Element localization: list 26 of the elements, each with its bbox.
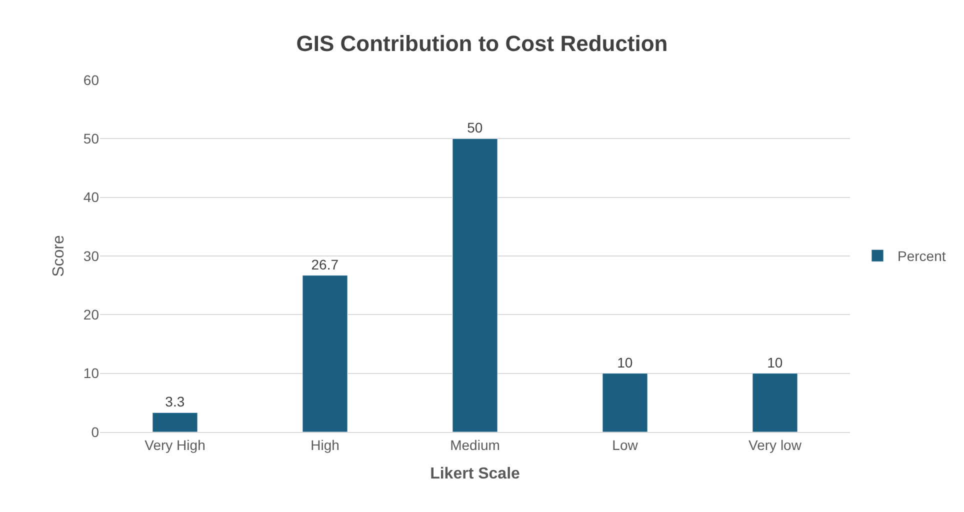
y-tick-label: 50 [83, 130, 100, 147]
chart-title: GIS Contribution to Cost Reduction [296, 31, 668, 56]
data-label: 50 [467, 120, 483, 136]
data-label: 10 [767, 354, 783, 370]
y-tick-label: 0 [91, 424, 100, 440]
x-tick-label: Low [612, 436, 639, 453]
x-tick-label: High [310, 436, 340, 453]
data-label: 3.3 [165, 394, 185, 410]
y-axis-title: Score [50, 235, 68, 277]
bar [152, 412, 198, 432]
y-tick-label: 60 [83, 72, 100, 88]
x-tick-label: Very low [748, 436, 802, 453]
bar [602, 373, 648, 432]
y-tick-label: 20 [83, 306, 100, 323]
x-axis-title: Likert Scale [430, 466, 520, 482]
y-tick-label: 30 [83, 248, 100, 264]
data-label: 10 [617, 354, 633, 370]
bar [452, 138, 498, 432]
y-tick-label: 40 [83, 189, 100, 206]
data-label: 26.7 [311, 256, 339, 272]
y-tick-label: 10 [83, 365, 100, 382]
bar [752, 373, 798, 432]
bar [302, 275, 348, 432]
legend-label: Percent [898, 248, 946, 264]
x-tick-label: Medium [450, 436, 500, 453]
x-tick-label: Very High [144, 436, 206, 453]
